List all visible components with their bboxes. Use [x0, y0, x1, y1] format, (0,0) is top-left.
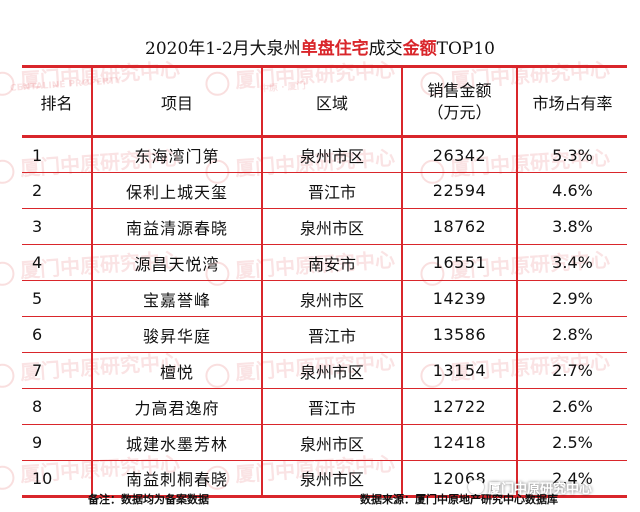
watermark-logo-icon: [0, 158, 16, 185]
project-cell: 骏昇华庭: [91, 316, 263, 353]
share-cell: 2.7%: [516, 352, 627, 389]
table-body: 1 东海湾门第 泉州市区 26342 5.3% 2 保利上城天玺 晋江市 22594 4.6% 3 南…: [22, 136, 627, 498]
amount-cell: 16551: [401, 244, 518, 281]
rank-cell: 10: [22, 460, 93, 498]
amount-cell: 13154: [401, 352, 518, 389]
share-cell: 2.9%: [516, 280, 627, 317]
share-cell: 2.8%: [516, 316, 627, 353]
rank-cell: 4: [22, 244, 93, 281]
share-cell: 5.3%: [516, 136, 627, 173]
table-row: 7 檀悦 泉州市区 13154 2.7%: [22, 352, 627, 389]
project-cell: 保利上城天玺: [91, 172, 263, 209]
share-cell: 2.6%: [516, 388, 627, 425]
title-middle: 成交: [368, 39, 403, 59]
project-cell: 东海湾门第: [91, 136, 263, 173]
table-row: 9 城建水墨芳林 泉州市区 12418 2.5%: [22, 424, 627, 461]
region-cell: 泉州市区: [261, 424, 403, 461]
rank-cell: 9: [22, 424, 93, 461]
amount-cell: 26342: [401, 136, 518, 173]
rank-cell: 6: [22, 316, 93, 353]
wechat-icon: [468, 480, 484, 494]
share-cell: 2.4%: [516, 460, 627, 498]
rank-cell: 7: [22, 352, 93, 389]
project-cell: 宝嘉誉峰: [91, 280, 263, 317]
title-prefix: 2020年1-2月大泉州: [145, 39, 301, 59]
amount-cell: 13586: [401, 316, 518, 353]
share-cell: 3.4%: [516, 244, 627, 281]
amount-cell: 12418: [401, 424, 518, 461]
region-cell: 晋江市: [261, 172, 403, 209]
project-cell: 南益清源春晓: [91, 208, 263, 245]
footer-source: 数据来源：厦门中原地产研究中心数据库: [360, 493, 558, 506]
amount-cell: 12722: [401, 388, 518, 425]
brand-badge: 厦门中原研究中心: [468, 478, 638, 497]
page-title: 2020年1-2月大泉州单盘住宅成交金额TOP10: [0, 34, 640, 59]
header-project: 项目: [91, 65, 263, 138]
project-cell: 城建水墨芳林: [91, 424, 263, 461]
region-cell: 泉州市区: [261, 280, 403, 317]
share-cell: 2.5%: [516, 424, 627, 461]
table-row: 8 力高君逸府 晋江市 12722 2.6%: [22, 388, 627, 425]
share-cell: 4.6%: [516, 172, 627, 209]
table-row: 5 宝嘉誉峰 泉州市区 14239 2.9%: [22, 280, 627, 317]
title-highlight-1: 单盘住宅: [300, 39, 369, 59]
project-cell: 檀悦: [91, 352, 263, 389]
amount-cell: 18762: [401, 208, 518, 245]
watermark-logo-icon: [0, 70, 16, 97]
project-cell: 南益刺桐春晓: [91, 460, 263, 498]
table-row: 10 南益刺桐春晓 泉州市区 12068 2.4%: [22, 460, 627, 498]
region-cell: 泉州市区: [261, 136, 403, 173]
amount-cell: 22594: [401, 172, 518, 209]
region-cell: 南安市: [261, 244, 403, 281]
project-cell: 力高君逸府: [91, 388, 263, 425]
table-row: 1 东海湾门第 泉州市区 26342 5.3%: [22, 136, 627, 173]
rank-cell: 5: [22, 280, 93, 317]
table-header-row: 排名 项目 区域 销售金额 （万元） 市场占有率: [22, 65, 627, 138]
rank-cell: 3: [22, 208, 93, 245]
region-cell: 泉州市区: [261, 208, 403, 245]
header-region: 区域: [261, 65, 403, 138]
amount-cell: 12068: [401, 460, 518, 498]
project-cell: 源昌天悦湾: [91, 244, 263, 281]
footer-note: 备注：数据均为备案数据: [88, 493, 209, 506]
rank-cell: 1: [22, 136, 93, 173]
region-cell: 晋江市: [261, 388, 403, 425]
region-cell: 泉州市区: [261, 352, 403, 389]
ranking-table: 排名 项目 区域 销售金额 （万元） 市场占有率 1 东海湾门第 泉州市区 26342…: [22, 65, 627, 498]
watermark-logo-icon: [0, 362, 16, 389]
brand-label: 厦门中原研究中心: [488, 481, 593, 497]
watermark-logo-icon: [0, 260, 16, 287]
table-row: 2 保利上城天玺 晋江市 22594 4.6%: [22, 172, 627, 209]
title-highlight-2: 金额: [402, 39, 437, 59]
header-amount: 销售金额 （万元）: [401, 65, 518, 138]
header-rank: 排名: [22, 65, 93, 138]
table-row: 3 南益清源春晓 泉州市区 18762 3.8%: [22, 208, 627, 245]
share-cell: 3.8%: [516, 208, 627, 245]
watermark-logo-icon: [0, 464, 16, 490]
rank-cell: 8: [22, 388, 93, 425]
amount-cell: 14239: [401, 280, 518, 317]
title-suffix: TOP10: [436, 39, 495, 59]
rank-cell: 2: [22, 172, 93, 209]
region-cell: 晋江市: [261, 316, 403, 353]
region-cell: 泉州市区: [261, 460, 403, 498]
table-row: 6 骏昇华庭 晋江市 13586 2.8%: [22, 316, 627, 353]
table-row: 4 源昌天悦湾 南安市 16551 3.4%: [22, 244, 627, 281]
header-share: 市场占有率: [516, 65, 627, 138]
